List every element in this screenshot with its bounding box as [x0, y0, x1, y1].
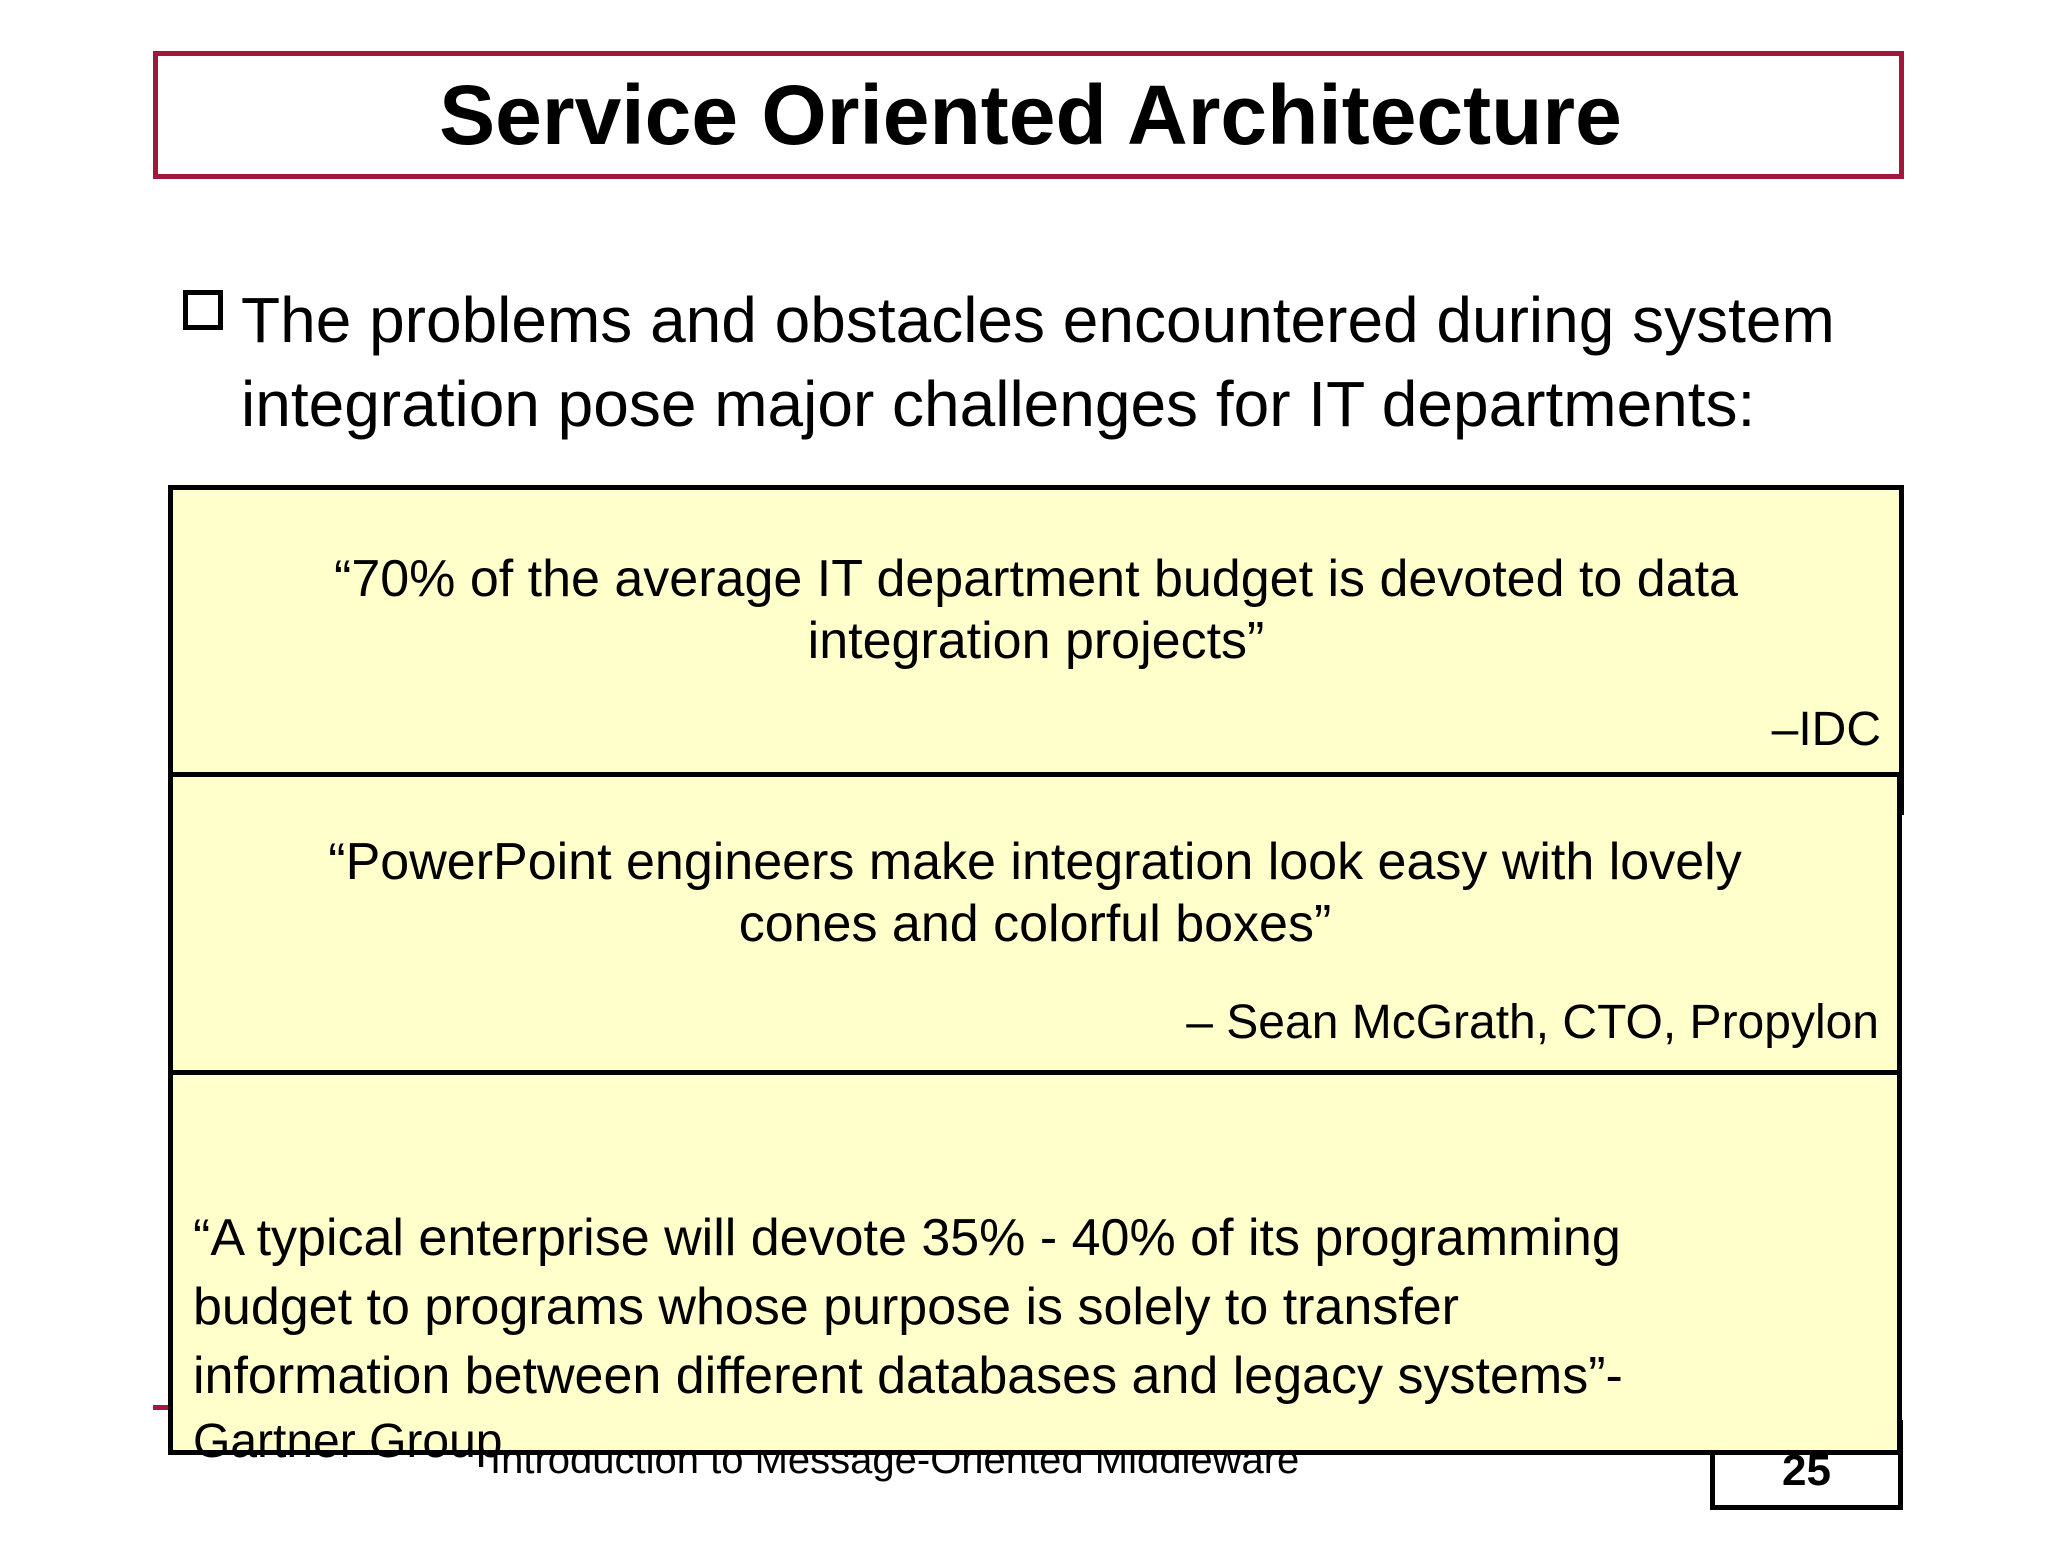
quote-text: “A typical enterprise will devote 35% - …	[193, 1209, 1623, 1405]
quote-body: “A typical enterprise will devote 35% - …	[193, 1135, 1877, 1542]
footer-accent-line	[153, 1405, 173, 1410]
quote-box-gartner: “A typical enterprise will devote 35% - …	[168, 1070, 1902, 1468]
quote-attribution: – Sean McGrath, CTO, Propylon	[1186, 996, 1879, 1049]
bullet-text: The problems and obstacles encountered d…	[241, 284, 1835, 440]
slide-title: Service Oriented Architecture	[439, 68, 1622, 162]
quote-text: “PowerPoint engineers make integration l…	[328, 833, 1742, 953]
quote-box-mcgrath: “PowerPoint engineers make integration l…	[168, 772, 1902, 1080]
quote-attribution: –IDC	[1771, 703, 1881, 756]
title-frame: Service Oriented Architecture	[153, 51, 1904, 179]
quote-attribution: Gartner Group	[193, 1415, 503, 1468]
page-number: 25	[1782, 1446, 1831, 1495]
hollow-square-bullet-icon	[183, 290, 223, 330]
quote-text: “70% of the average IT department budget…	[334, 550, 1738, 670]
quote-box-idc: “70% of the average IT department budget…	[168, 485, 1904, 815]
